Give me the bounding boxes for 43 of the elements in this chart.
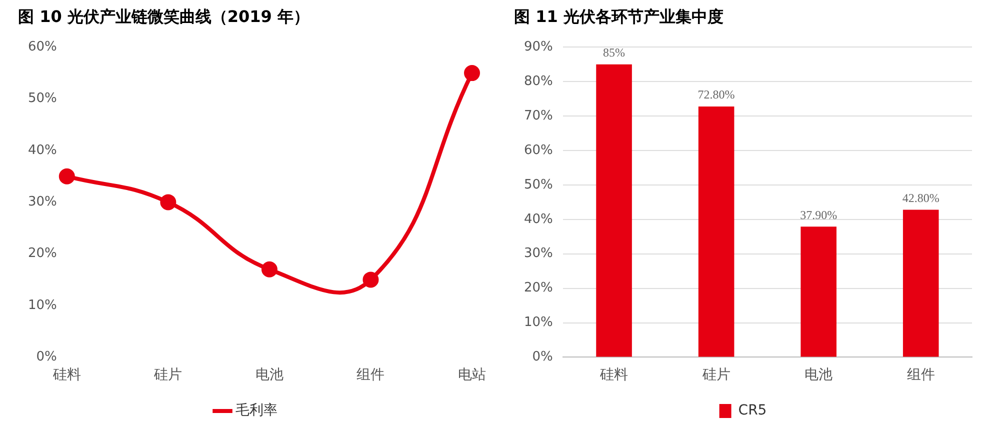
y-tick-label: 0% [532,350,553,365]
y-tick-label: 90% [524,40,553,55]
point [58,168,75,184]
y-tick-label: 40% [524,212,553,227]
data-label: 42.80% [902,190,940,205]
point [160,194,176,210]
x-tick-label: 组件 [356,367,385,384]
y-tick-label: 30% [28,194,57,210]
x-tick-label: 硅料 [599,367,628,384]
y-tick-label: 30% [524,246,553,262]
x-tick-label: 硅片 [701,367,730,384]
data-label: 85% [603,46,626,60]
x-tick-label: 电站 [458,367,486,384]
y-tick-label: 10% [28,298,57,313]
point [261,261,278,278]
point [362,272,379,288]
chart-title: 图 10 光伏产业链微笑曲线（2019 年） [18,6,310,26]
data-label: 37.90% [800,208,838,222]
bar [698,106,734,357]
y-tick-label: 10% [524,315,553,330]
y-tick-label: 0% [36,350,57,365]
y-tick-label: 60% [524,142,553,158]
legend-label: 毛利率 [236,402,278,419]
y-tick-label: 60% [28,40,57,55]
bar [596,64,632,357]
chart-title: 图 11 光伏各环节产业集中度 [514,6,724,26]
x-tick-label: 组件 [906,367,935,384]
y-tick-label: 80% [524,74,553,90]
y-tick-label: 50% [524,177,553,192]
x-tick-label: 电池 [804,367,833,384]
y-tick-label: 40% [28,142,57,158]
x-tick-label: 电池 [255,367,284,384]
y-tick-label: 20% [28,246,57,262]
y-tick-label: 50% [28,91,57,106]
x-tick-label: 硅片 [153,367,182,384]
bar [800,226,836,357]
legend-label: CR5 [738,402,767,419]
y-tick-label: 70% [524,108,553,124]
bar [902,210,939,357]
data-label: 72.80% [698,88,735,102]
point [464,65,480,82]
x-tick-label: 硅料 [52,367,81,384]
y-tick-label: 20% [524,280,553,296]
